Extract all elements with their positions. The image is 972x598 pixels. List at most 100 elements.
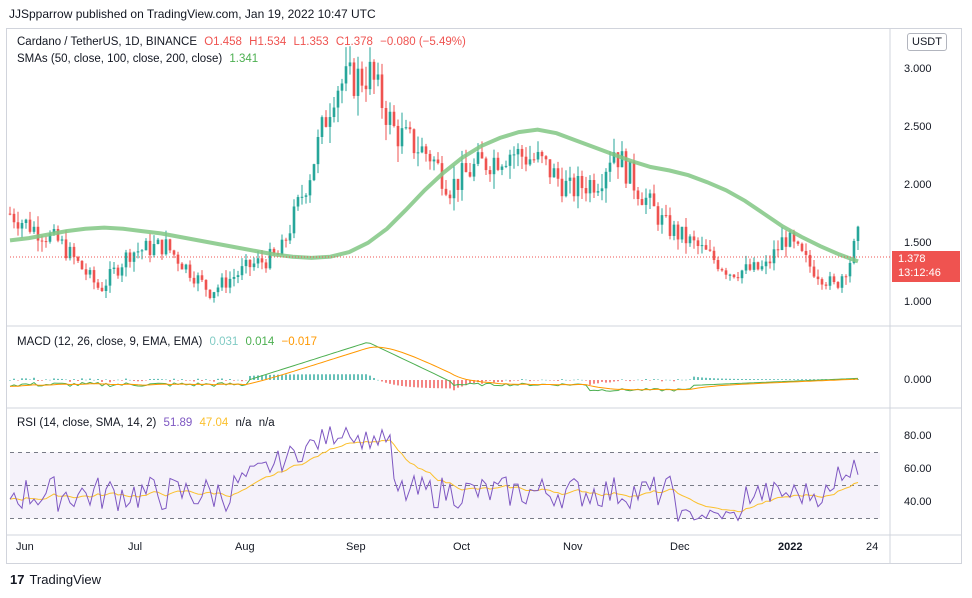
macd-label: MACD (12, 26, close, 9, EMA, EMA) bbox=[17, 336, 203, 348]
candle-body bbox=[572, 177, 576, 197]
candle-body bbox=[248, 259, 252, 268]
macd-hist-bar bbox=[625, 380, 627, 381]
macd-hist-bar bbox=[741, 378, 743, 380]
macd-hist-bar bbox=[665, 379, 667, 381]
macd-hist-bar bbox=[425, 380, 427, 388]
footer-label: TradingView bbox=[29, 572, 102, 587]
macd-hist-bar bbox=[325, 374, 327, 380]
candle-body bbox=[36, 226, 40, 241]
candle-body bbox=[208, 289, 212, 298]
macd-hist-bar bbox=[633, 380, 635, 381]
macd-hist-bar bbox=[97, 378, 99, 380]
rsi-legend[interactable]: RSI (14, close, SMA, 14, 2) 51.89 47.04 … bbox=[17, 417, 279, 429]
macd-hist-value: 0.031 bbox=[209, 336, 239, 348]
candle-body bbox=[684, 226, 688, 244]
macd-hist-bar bbox=[405, 380, 407, 387]
candle-body bbox=[40, 240, 44, 242]
candle-body bbox=[676, 224, 680, 240]
candle-body bbox=[480, 152, 484, 159]
currency-button[interactable]: USDT bbox=[907, 33, 947, 51]
macd-hist-bar bbox=[45, 379, 47, 380]
candle-body bbox=[652, 193, 656, 207]
macd-hist-bar bbox=[341, 374, 343, 380]
candle-body bbox=[60, 239, 64, 241]
macd-hist-bar bbox=[533, 380, 535, 381]
symbol-label[interactable]: Cardano / TetherUS, 1D, BINANCE bbox=[17, 36, 198, 48]
rsi-na-1: n/a bbox=[235, 417, 252, 429]
macd-hist-bar bbox=[201, 380, 203, 381]
candle-body bbox=[120, 267, 124, 276]
macd-hist-bar bbox=[161, 379, 163, 380]
candle-body bbox=[584, 188, 588, 194]
macd-hist-bar bbox=[357, 374, 359, 380]
candle-body bbox=[804, 250, 808, 255]
macd-hist-bar bbox=[657, 379, 659, 380]
candle-body bbox=[476, 152, 480, 164]
macd-hist-bar bbox=[429, 380, 431, 388]
candle-body bbox=[76, 257, 80, 261]
candle-body bbox=[468, 172, 472, 177]
macd-legend[interactable]: MACD (12, 26, close, 9, EMA, EMA) 0.031 … bbox=[17, 336, 321, 348]
candle-body bbox=[300, 196, 304, 198]
macd-hist-bar bbox=[713, 378, 715, 380]
candle-body bbox=[704, 245, 708, 250]
candle-body bbox=[228, 278, 232, 288]
rsi-axis-label: 60.00 bbox=[904, 463, 932, 475]
candle-body bbox=[696, 240, 700, 246]
candle-body bbox=[124, 252, 128, 268]
candle-body bbox=[604, 171, 608, 189]
candle-body bbox=[768, 261, 772, 264]
macd-hist-bar bbox=[497, 380, 499, 383]
macd-hist-bar bbox=[725, 378, 727, 380]
macd-hist-bar bbox=[677, 379, 679, 380]
candle-body bbox=[660, 215, 664, 225]
macd-hist-bar bbox=[73, 379, 75, 380]
sma-legend[interactable]: SMAs (50, close, 100, close, 200, close)… bbox=[17, 53, 262, 65]
candle-body bbox=[324, 117, 328, 127]
candle-body bbox=[516, 148, 520, 155]
macd-hist-bar bbox=[153, 378, 155, 380]
candle-body bbox=[856, 226, 860, 241]
macd-hist-bar bbox=[393, 380, 395, 385]
macd-hist-bar bbox=[637, 379, 639, 381]
macd-hist-bar bbox=[449, 380, 451, 389]
macd-hist-bar bbox=[581, 379, 583, 381]
macd-hist-bar bbox=[589, 380, 591, 385]
sma-line bbox=[9, 127, 859, 264]
candle-body bbox=[708, 249, 712, 251]
price-axis-label: 2.500 bbox=[904, 121, 932, 133]
candle-body bbox=[48, 233, 52, 242]
tradingview-brand[interactable]: 17 TradingView bbox=[10, 572, 101, 587]
candle-body bbox=[320, 117, 324, 137]
time-axis-label: Dec bbox=[670, 541, 690, 553]
time-axis-label: Jul bbox=[128, 541, 143, 553]
macd-hist-bar bbox=[209, 380, 211, 381]
macd-hist-bar bbox=[577, 379, 579, 380]
candle-body bbox=[416, 152, 420, 154]
macd-hist-bar bbox=[13, 378, 15, 380]
macd-hist-bar bbox=[705, 377, 707, 380]
macd-hist-bar bbox=[53, 378, 55, 380]
time-axis-label: Aug bbox=[235, 541, 255, 553]
candle-body bbox=[540, 151, 544, 157]
macd-hist-bar bbox=[681, 379, 683, 381]
macd-hist-bar bbox=[329, 374, 331, 380]
macd-hist-bar bbox=[25, 378, 27, 380]
candle-body bbox=[236, 275, 240, 278]
candle-body bbox=[56, 229, 60, 241]
time-axis-label: 24 bbox=[866, 541, 879, 553]
low-value: L1.353 bbox=[293, 36, 329, 48]
candle-body bbox=[352, 62, 356, 96]
candle-body bbox=[772, 249, 776, 264]
candle-body bbox=[616, 152, 620, 168]
macd-hist-bar bbox=[233, 380, 235, 381]
macd-hist-bar bbox=[445, 380, 447, 389]
macd-hist-bar bbox=[565, 379, 567, 381]
macd-hist-bar bbox=[177, 380, 179, 381]
price-axis-label: 3.000 bbox=[904, 63, 932, 75]
macd-hist-bar bbox=[189, 380, 191, 381]
rsi-na-2: n/a bbox=[258, 417, 275, 429]
candle-body bbox=[80, 260, 84, 270]
macd-hist-bar bbox=[793, 379, 795, 380]
